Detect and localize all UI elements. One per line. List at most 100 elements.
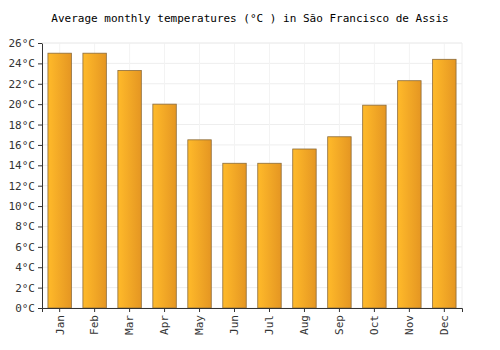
y-tick-label: 8°C <box>15 220 35 233</box>
y-tick: 8°C <box>15 220 42 233</box>
x-tick-label: Dec <box>438 315 451 335</box>
x-tick: May <box>193 308 206 335</box>
x-tick: Oct <box>368 308 381 335</box>
chart: 0°C 2°C 4°C 6°C 8°C 10°C 12°C 14°C 16°C 18°C 20°C 2… <box>0 0 500 350</box>
bar <box>328 137 351 308</box>
y-tick-label: 20°C <box>9 98 36 111</box>
y-tick-mark <box>38 165 42 166</box>
x-tick: Nov <box>403 308 416 335</box>
frame <box>462 43 463 308</box>
y-tick: 2°C <box>15 282 42 295</box>
bar <box>398 81 421 308</box>
x-tick-mark <box>444 308 445 312</box>
y-tick: 18°C <box>9 119 43 132</box>
x-tick-label: Mar <box>123 315 136 335</box>
x-tick: Dec <box>438 308 451 335</box>
x-axis: Jan Feb Mar Apr May Jun Jul Aug Sep Oct Nov Dec <box>43 308 463 335</box>
bar <box>48 53 71 308</box>
y-tick: 6°C <box>15 241 42 254</box>
x-tick: Mar <box>123 308 136 335</box>
frame <box>42 43 462 44</box>
y-tick: 14°C <box>9 159 43 172</box>
x-tick-mark <box>129 308 130 312</box>
y-tick-label: 16°C <box>9 139 36 152</box>
y-tick: 22°C <box>9 78 43 91</box>
bar <box>363 105 386 308</box>
x-tick: Sep <box>333 308 346 335</box>
y-tick: 20°C <box>9 98 43 111</box>
bar <box>118 71 141 308</box>
x-tick-label: May <box>193 315 206 335</box>
x-tick: Jan <box>54 308 67 335</box>
bar <box>433 59 456 308</box>
y-tick-mark <box>38 145 42 146</box>
y-tick-mark <box>38 43 42 44</box>
x-tick: Feb <box>88 308 101 335</box>
x-tick-label: Sep <box>333 315 346 335</box>
x-tick-label: Oct <box>368 315 381 335</box>
x-tick-mark <box>374 308 375 312</box>
bars <box>48 53 456 308</box>
title: Average monthly temperatures (°C ) in Sã… <box>51 12 448 25</box>
y-tick: 12°C <box>9 180 43 193</box>
y-tick: 26°C <box>9 37 43 50</box>
y-tick: 0°C <box>15 302 42 315</box>
x-tick: Aug <box>298 308 311 335</box>
bar <box>188 140 211 308</box>
bar <box>258 163 281 308</box>
x-tick: Apr <box>158 308 171 335</box>
y-tick-label: 12°C <box>9 180 36 193</box>
y-tick-mark <box>38 288 42 289</box>
y-tick-label: 18°C <box>9 119 36 132</box>
y-tick-label: 22°C <box>9 78 36 91</box>
x-axis-line <box>43 309 463 313</box>
y-tick-mark <box>38 206 42 207</box>
x-tick-mark <box>164 308 165 312</box>
y-tick-label: 4°C <box>15 261 35 274</box>
x-tick-mark <box>59 308 60 312</box>
bar <box>153 104 176 308</box>
y-axis-line <box>38 44 43 309</box>
y-axis: 0°C 2°C 4°C 6°C 8°C 10°C 12°C 14°C 16°C 18°C 20°C 2… <box>9 37 43 315</box>
y-tick-mark <box>38 267 42 268</box>
y-tick-mark <box>38 186 42 187</box>
y-tick-label: 6°C <box>15 241 35 254</box>
bar <box>83 53 106 308</box>
y-tick-mark <box>38 104 42 105</box>
y-tick-label: 26°C <box>9 37 36 50</box>
y-tick: 16°C <box>9 139 43 152</box>
y-tick-label: 14°C <box>9 159 36 172</box>
x-tick-label: Jun <box>228 315 241 335</box>
y-tick: 10°C <box>9 200 43 213</box>
grid-line <box>42 43 462 44</box>
x-tick-label: Jan <box>54 315 67 335</box>
y-tick-mark <box>38 247 42 248</box>
x-tick: Jul <box>263 308 276 335</box>
x-tick-label: Jul <box>263 315 276 335</box>
y-tick-label: 0°C <box>15 302 35 315</box>
grid <box>42 43 462 308</box>
x-tick-mark <box>304 308 305 312</box>
y-tick-label: 24°C <box>9 57 36 70</box>
x-tick: Jun <box>228 308 241 335</box>
y-tick: 24°C <box>9 57 43 70</box>
x-tick-mark <box>339 308 340 312</box>
x-tick-label: Aug <box>298 315 311 335</box>
y-tick-mark <box>38 63 42 64</box>
x-tick-mark <box>234 308 235 312</box>
bar <box>223 163 246 308</box>
x-tick-label: Apr <box>158 315 171 335</box>
y-tick-label: 2°C <box>15 282 35 295</box>
y-tick-mark <box>38 308 42 309</box>
x-tick-mark <box>199 308 200 312</box>
x-tick-mark <box>94 308 95 312</box>
bar <box>293 149 316 308</box>
y-tick-label: 10°C <box>9 200 36 213</box>
plot: 0°C 2°C 4°C 6°C 8°C 10°C 12°C 14°C 16°C 18°C 20°C 2… <box>9 37 463 335</box>
x-tick-label: Nov <box>403 315 416 335</box>
x-tick-mark <box>409 308 410 312</box>
x-tick-mark <box>269 308 270 312</box>
y-tick-mark <box>38 84 42 85</box>
y-tick-mark <box>38 125 42 126</box>
y-tick: 4°C <box>15 261 42 274</box>
